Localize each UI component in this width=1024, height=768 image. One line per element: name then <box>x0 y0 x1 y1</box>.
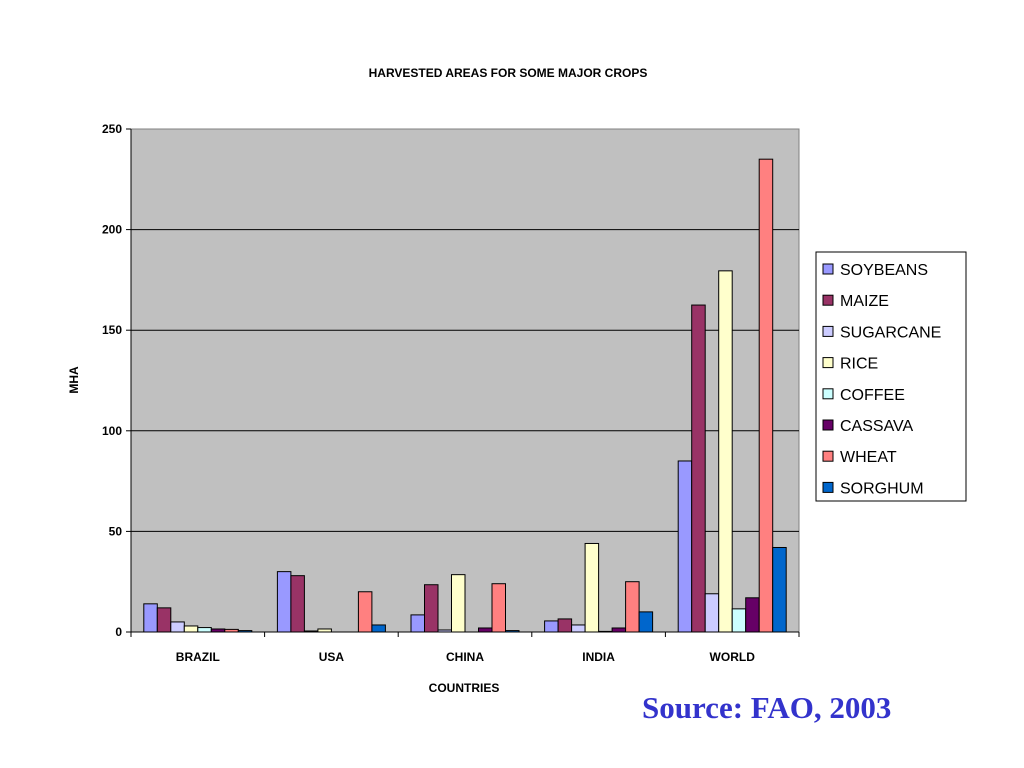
bar-cassava-india <box>611 627 627 633</box>
bar-sugarcane-world <box>704 593 720 633</box>
chart-title: HARVESTED AREAS FOR SOME MAJOR CROPS <box>369 66 648 80</box>
bar-rice-india <box>584 542 600 633</box>
bar-soybeans-india <box>544 620 559 633</box>
y-tick-label: 150 <box>102 323 122 337</box>
legend-label: SUGARCANE <box>840 324 941 341</box>
legend-swatch <box>822 294 834 306</box>
legend-box <box>815 251 967 502</box>
legend-swatch <box>822 357 834 369</box>
bar-maize-world <box>691 304 706 633</box>
bar-sorghum-india <box>638 611 654 633</box>
bar-soybeans-china <box>410 614 425 633</box>
x-tick-label: WORLD <box>710 650 756 664</box>
bar-wheat-usa <box>357 591 373 633</box>
x-axis-label: COUNTRIES <box>429 681 500 695</box>
x-tick-label: BRAZIL <box>176 650 220 664</box>
bar-maize-china <box>424 584 439 633</box>
bar-sugarcane-india <box>571 624 586 633</box>
bar-rice-brazil <box>183 625 199 633</box>
bar-rice-world <box>718 270 733 633</box>
y-tick-label: 100 <box>102 424 122 438</box>
bar-wheat-world <box>758 158 774 633</box>
y-tick-label: 50 <box>109 524 123 538</box>
bar-sorghum-usa <box>371 624 386 633</box>
y-axis-label: MHA <box>67 366 81 394</box>
bar-soybeans-world <box>677 460 693 633</box>
x-tick-label: USA <box>319 650 345 664</box>
legend-swatch <box>822 325 834 337</box>
y-tick-label: 250 <box>102 122 122 136</box>
legend-swatch <box>822 419 834 431</box>
y-axis: 0 50 100 150 200 250 <box>102 122 799 639</box>
legend-label: WHEAT <box>840 449 897 466</box>
x-axis: BRAZIL USA CHINA INDIA WORLD <box>130 632 800 664</box>
legend-label: MAIZE <box>840 293 889 310</box>
bar-wheat-india <box>625 581 640 633</box>
y-tick-label: 200 <box>102 223 122 237</box>
bar-soybeans-brazil <box>143 603 158 633</box>
bar-coffee-world <box>731 608 747 633</box>
legend-label: CASSAVA <box>840 418 914 435</box>
legend-swatch <box>822 388 834 400</box>
x-tick-label: CHINA <box>446 650 484 664</box>
y-tick-label: 0 <box>115 625 122 639</box>
source-note: Source: FAO, 2003 <box>642 690 892 725</box>
legend: SOYBEANS MAIZE SUGARCANE RICE COFFEE CASSAVA W… <box>815 251 967 502</box>
bar-maize-brazil <box>156 607 172 633</box>
bar-maize-usa <box>290 575 305 633</box>
legend-swatch <box>822 481 834 493</box>
bar-sugarcane-brazil <box>170 621 185 633</box>
bar-maize-india <box>557 618 573 633</box>
legend-swatch <box>822 263 834 275</box>
legend-label: COFFEE <box>840 387 905 404</box>
legend-label: SORGHUM <box>840 480 924 497</box>
legend-label: SOYBEANS <box>840 262 928 279</box>
bar-rice-china <box>451 574 466 633</box>
bar-soybeans-usa <box>276 571 292 633</box>
legend-label: RICE <box>840 356 878 373</box>
bar-cassava-world <box>745 597 760 633</box>
bar-coffee-brazil <box>197 627 212 633</box>
bar-wheat-china <box>491 583 506 633</box>
bar-cassava-china <box>478 627 493 633</box>
legend-swatch <box>822 450 834 462</box>
bar-sorghum-world <box>772 546 787 633</box>
x-tick-label: INDIA <box>582 650 615 664</box>
